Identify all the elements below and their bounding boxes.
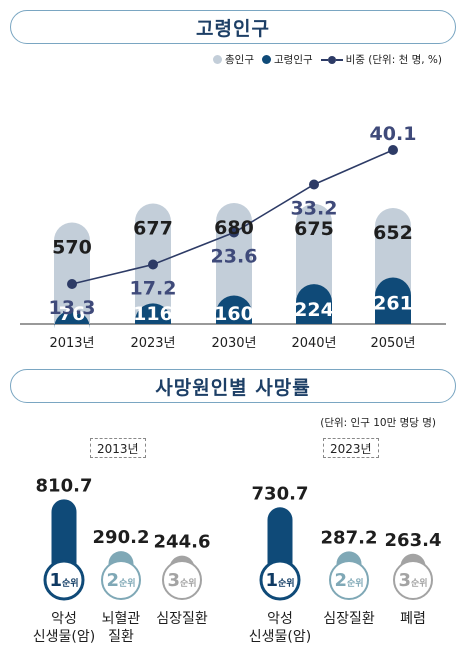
ratio-point (309, 179, 319, 190)
cause-label: 악성 (51, 611, 77, 627)
ratio-value-label: 33.2 (291, 198, 338, 220)
total-bar (216, 202, 252, 324)
rank-badge (43, 559, 85, 601)
death-rate-bar (51, 499, 77, 580)
death-rate-value-label: 730.7 (252, 483, 309, 504)
elderly-value-label: 224 (294, 299, 334, 321)
ratio-value-label: 17.2 (130, 278, 177, 300)
elderly-title: 고령인구 (196, 17, 270, 40)
rank-badge (393, 560, 433, 600)
elderly-bar (375, 277, 411, 324)
ratio-value-label: 13.3 (49, 297, 96, 319)
death-unit-label: (단위: 인구 10만 명당 명) (320, 417, 436, 429)
rank-badge-label: 2순위 (334, 570, 363, 591)
rank-badge (259, 559, 301, 601)
death-rate-value-label: 287.2 (321, 527, 378, 548)
elderly-bar (216, 295, 252, 324)
ratio-point (388, 145, 398, 155)
elderly-value-label: 116 (133, 303, 173, 325)
rank-badge-label: 3순위 (167, 570, 196, 591)
total-value-label: 675 (294, 218, 334, 240)
total-value-label: 677 (133, 217, 173, 239)
cause-label: 심장질환 (156, 611, 208, 627)
death-rate-value-label: 290.2 (93, 527, 150, 548)
ratio-point (67, 279, 77, 289)
x-tick-label: 2050년 (370, 336, 415, 351)
total-value-label: 652 (373, 222, 413, 244)
elderly-bar (54, 310, 90, 329)
x-tick-label: 2023년 (130, 336, 175, 351)
elderly-bar (135, 303, 171, 324)
rank-badge-label: 2순위 (106, 570, 135, 591)
group-year-2013: 2013년 (90, 438, 146, 458)
legend-elderly-swatch (262, 55, 271, 64)
legend-elderly-label: 고령인구 (274, 54, 313, 66)
rank-badge-label: 1순위 (265, 570, 294, 591)
total-value-label: 570 (52, 237, 92, 259)
x-tick-label: 2040년 (291, 336, 336, 351)
legend: 총인구 고령인구 비중 (단위: 천 명, %) (205, 52, 442, 67)
death-rate-value-label: 263.4 (385, 530, 442, 551)
elderly-value-label: 76 (59, 303, 85, 325)
cause-label: 뇌혈관 (102, 611, 141, 627)
cause-label: 악성 (267, 611, 293, 627)
legend-ratio-label: 비중 (단위: 천 명, %) (345, 54, 442, 66)
death-title: 사망원인별 사망률 (155, 376, 311, 399)
x-tick-label: 2013년 (49, 336, 94, 351)
death-rate-value-label: 810.7 (36, 475, 93, 496)
rank-badge-label: 1순위 (49, 570, 78, 591)
rank-badge-label: 3순위 (398, 570, 427, 591)
elderly-value-label: 160 (214, 303, 254, 325)
rank-badge (101, 560, 141, 600)
x-tick-label: 2030년 (211, 336, 256, 351)
cause-label: 심장질환 (323, 611, 375, 627)
elderly-value-label: 261 (373, 293, 413, 315)
death-title-box: 사망원인별 사망률 (10, 369, 456, 403)
cause-label: 폐렴 (400, 611, 426, 627)
rank-badge (162, 560, 202, 600)
ratio-point (148, 259, 158, 270)
rank-badge (329, 560, 369, 600)
elderly-population-chart: 570 76 2013년 677 116 2023년 680 160 2030년 675 224 20… (20, 123, 446, 351)
group-year-2023: 2023년 (323, 438, 379, 458)
elderly-bar (296, 284, 332, 324)
total-bar (54, 222, 90, 324)
cause-label: 질환 (108, 629, 134, 645)
cause-label: 신생물(암) (249, 629, 311, 645)
ratio-point (229, 227, 239, 238)
total-value-label: 680 (214, 217, 254, 239)
ratio-value-label: 40.1 (370, 123, 417, 145)
cause-label: 신생물(암) (33, 629, 95, 645)
ratio-value-label: 23.6 (211, 246, 258, 268)
elderly-title-box: 고령인구 (10, 10, 456, 44)
legend-total-swatch (213, 55, 223, 64)
legend-ratio-swatch (320, 55, 343, 64)
legend-total-label: 총인구 (225, 54, 254, 66)
death-rate-value-label: 244.6 (154, 532, 211, 553)
